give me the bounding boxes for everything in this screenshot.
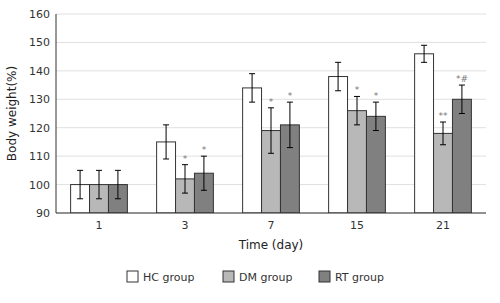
error-bar [115,170,121,198]
error-bar [459,85,465,113]
x-axis-label: Time (day) [238,238,304,252]
x-tick-label: 1 [96,219,103,232]
error-bar [335,62,341,90]
legend: HC group DM group RT group [127,271,384,284]
annotation: ** [439,111,449,121]
error-bar [96,170,102,198]
y-tick-label: 140 [29,65,50,78]
grid-line [56,14,486,15]
y-tick-label: 130 [29,93,50,106]
bars [71,45,472,213]
bar [434,133,453,213]
grid [56,14,486,213]
error-bar [421,45,427,62]
y-tick-label: 90 [36,207,50,220]
legend-label: HC group [143,271,194,284]
y-tick-label: 160 [29,8,50,21]
error-bar [373,102,379,130]
y-tick-label: 150 [29,36,50,49]
x-tick-label: 7 [268,219,275,232]
legend-label: RT group [335,271,384,284]
x-tick-label: 15 [350,219,364,232]
error-bar [163,125,169,159]
grid-line [56,42,486,43]
annotation: * [269,97,274,107]
grid-line [56,213,486,214]
y-axis [56,14,57,213]
x-axis [56,213,486,214]
y-tick-label: 110 [29,150,50,163]
annotation: *# [456,74,468,84]
legend-swatch [223,271,234,282]
y-tick-label: 100 [29,179,50,192]
x-tick-label: 3 [182,219,189,232]
error-bar [354,96,360,124]
annotation: * [288,91,293,101]
error-bar [287,102,293,147]
annotation: * [202,145,207,155]
y-tick-label: 120 [29,122,50,135]
legend-swatch [319,271,330,282]
error-bar [201,156,207,190]
bar [452,99,471,213]
chart: 90100110120130140150160*********#1371521… [0,0,500,303]
error-bar [268,108,274,153]
error-bar [440,122,446,145]
annotation: * [183,154,188,164]
y-axis-label: Body weight(%) [5,66,19,161]
x-tick-label: 21 [436,219,450,232]
error-bar [249,74,255,102]
bar [415,54,434,213]
error-bar [77,170,83,198]
annotation: * [355,85,360,95]
bar [243,88,262,213]
annotation: * [374,91,379,101]
error-bar [182,165,188,193]
bar [366,116,385,213]
legend-label: DM group [239,271,292,284]
bar [329,77,348,213]
legend-swatch [127,271,138,282]
bar [348,111,367,213]
